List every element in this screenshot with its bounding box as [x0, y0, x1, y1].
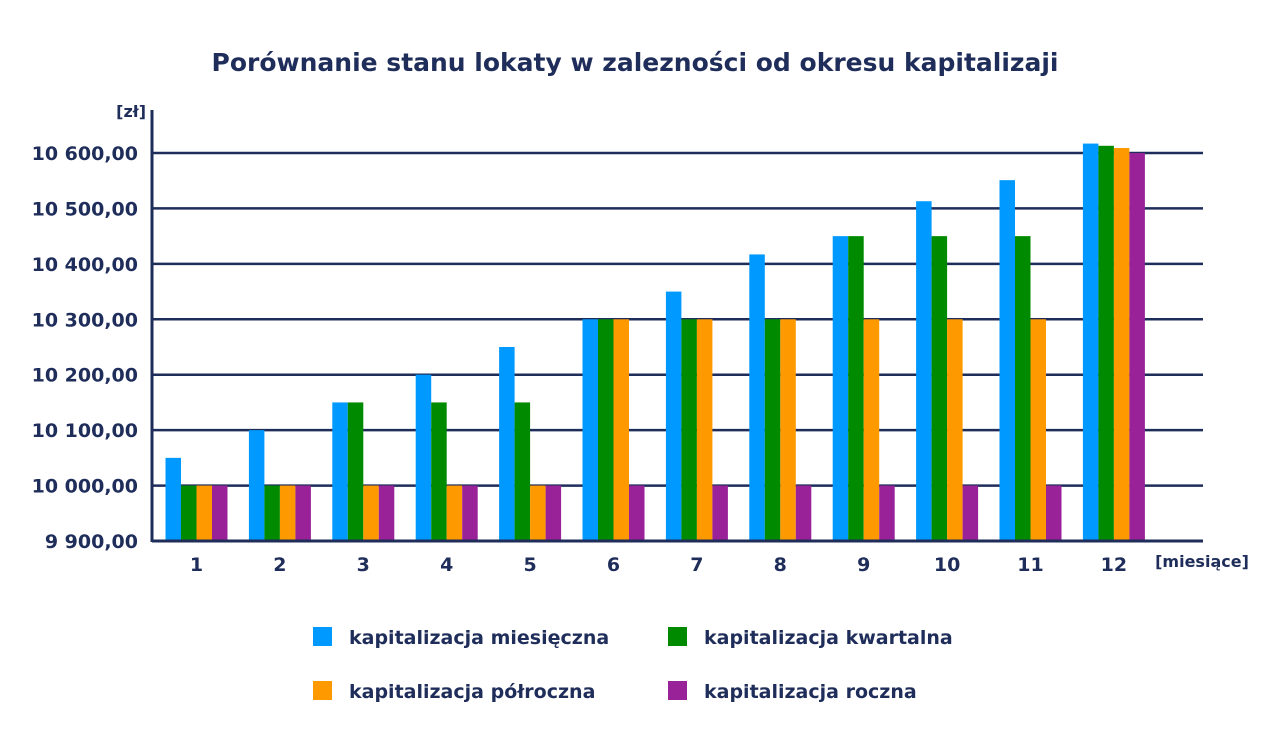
- bar: [499, 347, 515, 541]
- legend-label: kapitalizacja roczna: [704, 681, 917, 703]
- bar: [712, 485, 728, 541]
- bar: [879, 485, 895, 541]
- bar: [582, 319, 598, 541]
- bar: [431, 402, 447, 541]
- y-tick-label: 10 200,00: [32, 365, 138, 387]
- bar: [415, 374, 432, 541]
- bar: [1046, 485, 1062, 541]
- bar: [446, 485, 463, 541]
- bar: [598, 319, 614, 541]
- bar: [947, 319, 963, 541]
- legend-label: kapitalizacja kwartalna: [704, 627, 953, 649]
- bar: [764, 319, 781, 541]
- bar: [1098, 145, 1114, 541]
- y-tick-label: 9 900,00: [45, 531, 138, 553]
- x-axis-label: [miesiące]: [1155, 552, 1249, 571]
- legend-swatch: [313, 681, 332, 700]
- bar: [931, 236, 948, 541]
- bar: [613, 319, 629, 541]
- x-tick-label: 11: [1017, 554, 1043, 576]
- bar: [347, 402, 364, 541]
- bar: [295, 485, 311, 541]
- bar: [832, 236, 849, 541]
- x-tick-label: 4: [440, 554, 453, 576]
- y-axis-label: [zł]: [116, 102, 146, 121]
- chart-title: Porównanie stanu lokaty w zalezności od …: [212, 48, 1059, 77]
- x-tick-label: 5: [523, 554, 536, 576]
- x-tick-label: 2: [273, 554, 286, 576]
- y-tick-label: 10 400,00: [32, 254, 138, 276]
- y-tick-label: 10 300,00: [32, 309, 138, 331]
- bar: [212, 485, 228, 541]
- x-tick-label: 8: [774, 554, 787, 576]
- x-tick-label: 9: [857, 554, 870, 576]
- bar: [696, 319, 713, 541]
- x-tick-label: 10: [934, 554, 960, 576]
- bar: [999, 180, 1015, 541]
- bar: [848, 236, 864, 541]
- legend-label: kapitalizacja półroczna: [349, 681, 595, 703]
- x-tick-label: 7: [690, 554, 703, 576]
- bar: [545, 485, 562, 541]
- bar: [863, 319, 880, 541]
- bar: [962, 485, 979, 541]
- bar: [514, 402, 531, 541]
- bar: [332, 402, 348, 541]
- bar: [1082, 143, 1099, 541]
- legend-label: kapitalizacja miesięczna: [349, 627, 609, 649]
- bar: [749, 254, 765, 542]
- bar: [264, 485, 280, 541]
- bar: [462, 485, 478, 541]
- legend-swatch: [313, 627, 332, 646]
- bar: [795, 485, 812, 541]
- legend-swatch: [668, 627, 687, 646]
- bar: [181, 485, 197, 541]
- bar: [196, 485, 212, 541]
- bar: [916, 201, 932, 542]
- legend-swatch: [668, 681, 687, 700]
- bar: [279, 485, 296, 541]
- y-tick-label: 10 600,00: [32, 143, 138, 165]
- bar: [1113, 148, 1130, 542]
- bar: [248, 430, 265, 541]
- y-tick-label: 10 500,00: [32, 198, 138, 220]
- y-tick-label: 10 100,00: [32, 420, 138, 442]
- bar: [1030, 319, 1046, 541]
- bar: [780, 319, 796, 541]
- x-tick-label: 12: [1101, 554, 1127, 576]
- bar: [1129, 153, 1145, 541]
- x-tick-label: 3: [357, 554, 370, 576]
- bar: [530, 485, 546, 541]
- x-tick-label: 6: [607, 554, 620, 576]
- bar: [165, 457, 181, 541]
- bar: [1015, 236, 1031, 541]
- bar: [665, 291, 682, 541]
- bar: [363, 485, 379, 541]
- bar: [681, 319, 697, 541]
- bar: [378, 485, 395, 541]
- y-tick-label: 10 000,00: [32, 476, 138, 498]
- bar: [629, 485, 645, 541]
- x-tick-label: 1: [190, 554, 203, 576]
